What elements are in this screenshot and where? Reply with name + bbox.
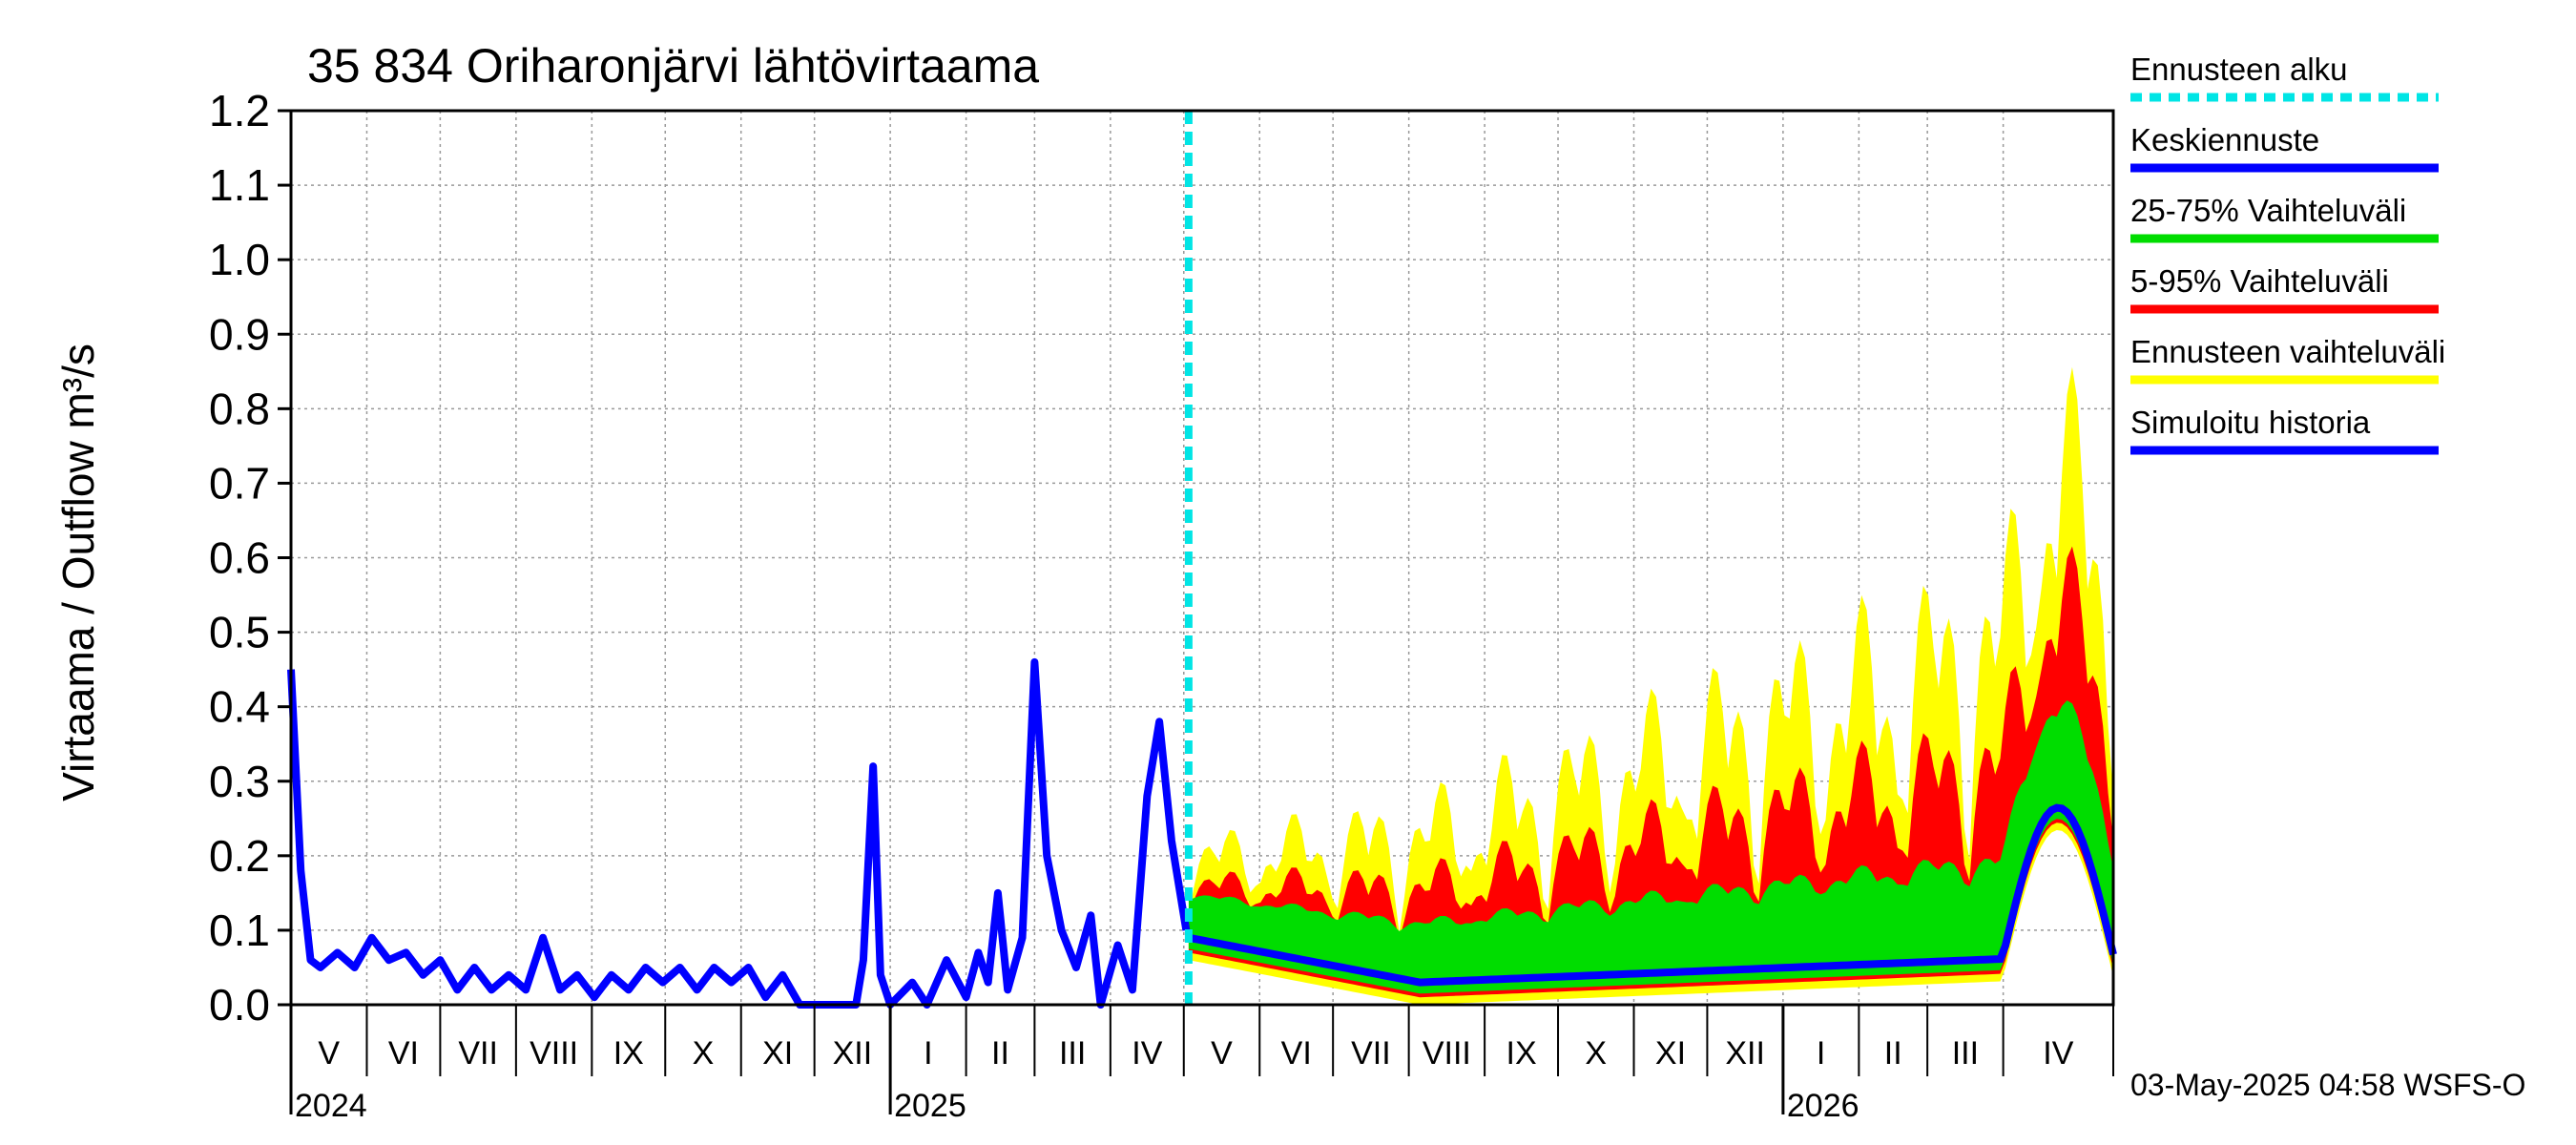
month-label: VII	[458, 1035, 498, 1072]
legend: Ennusteen alku Keskiennuste 25-75% Vaihtel…	[2130, 52, 2445, 455]
month-label: VI	[388, 1035, 419, 1072]
month-label: VIII	[530, 1035, 578, 1072]
legend-label: Ennusteen alku	[2130, 52, 2348, 87]
y-axis: 0.0 0.1 0.2 0.3 0.4 0.5 0.6 0.7 0.8 0.9 1.0 1.1 1.2	[209, 86, 291, 1030]
y-tick-label: 1.2	[209, 86, 270, 135]
month-label: V	[1211, 1035, 1233, 1072]
y-tick-label: 0.0	[209, 980, 270, 1030]
y-tick-label: 1.1	[209, 160, 270, 210]
legend-label: Keskiennuste	[2130, 122, 2319, 157]
legend-label: 5-95% Vaihteluväli	[2130, 263, 2389, 299]
year-label: 2024	[295, 1088, 367, 1124]
month-label: II	[1884, 1035, 1902, 1072]
y-tick-label: 0.7	[209, 458, 270, 508]
month-label: VI	[1281, 1035, 1312, 1072]
month-label: VII	[1351, 1035, 1391, 1072]
x-axis: V VI VII VIII IX X XI XII I II III IV V VI VII VIII IX X X…	[289, 1005, 2114, 1124]
plot-area	[287, 109, 2117, 1009]
y-tick-label: 0.5	[209, 608, 270, 657]
legend-label: Ennusteen vaihteluväli	[2130, 334, 2445, 369]
month-label: X	[693, 1035, 715, 1072]
month-label: XII	[833, 1035, 873, 1072]
month-label: XII	[1725, 1035, 1765, 1072]
y-tick-label: 0.4	[209, 682, 270, 732]
month-label: IX	[1506, 1035, 1537, 1072]
y-tick-label: 0.9	[209, 309, 270, 359]
month-label: III	[1059, 1035, 1086, 1072]
legend-label: 25-75% Vaihteluväli	[2130, 193, 2406, 228]
grid	[291, 111, 2113, 1005]
month-label: I	[1817, 1035, 1825, 1072]
y-tick-label: 0.2	[209, 831, 270, 881]
month-label: XI	[1655, 1035, 1686, 1072]
month-label: IX	[613, 1035, 644, 1072]
forecast-bands	[1188, 366, 2113, 1006]
y-tick-label: 1.0	[209, 235, 270, 284]
y-tick-label: 0.6	[209, 533, 270, 583]
series-mean-forecast	[1188, 803, 2117, 987]
series-lines	[287, 657, 2117, 1009]
month-label: X	[1585, 1035, 1607, 1072]
month-label: IV	[2043, 1035, 2073, 1072]
year-label: 2026	[1787, 1088, 1859, 1124]
footer-timestamp: 03-May-2025 04:58 WSFS-O	[2130, 1068, 2525, 1102]
month-label: III	[1952, 1035, 1979, 1072]
y-tick-label: 0.8	[209, 384, 270, 433]
month-label: V	[318, 1035, 340, 1072]
chart-title: 35 834 Oriharonjärvi lähtövirtaama	[307, 39, 1039, 93]
series-simulated-history	[287, 657, 1191, 1009]
y-axis-label: Virtaama / Outflow m³/s	[53, 344, 103, 802]
month-label: I	[924, 1035, 932, 1072]
month-label: VIII	[1423, 1035, 1471, 1072]
month-label: IV	[1132, 1035, 1162, 1072]
month-label: XI	[762, 1035, 793, 1072]
legend-label: Simuloitu historia	[2130, 405, 2371, 440]
band-25-75	[1188, 700, 2113, 994]
month-label: II	[991, 1035, 1009, 1072]
year-label: 2025	[894, 1088, 966, 1124]
y-tick-label: 0.3	[209, 757, 270, 806]
y-tick-label: 0.1	[209, 906, 270, 955]
